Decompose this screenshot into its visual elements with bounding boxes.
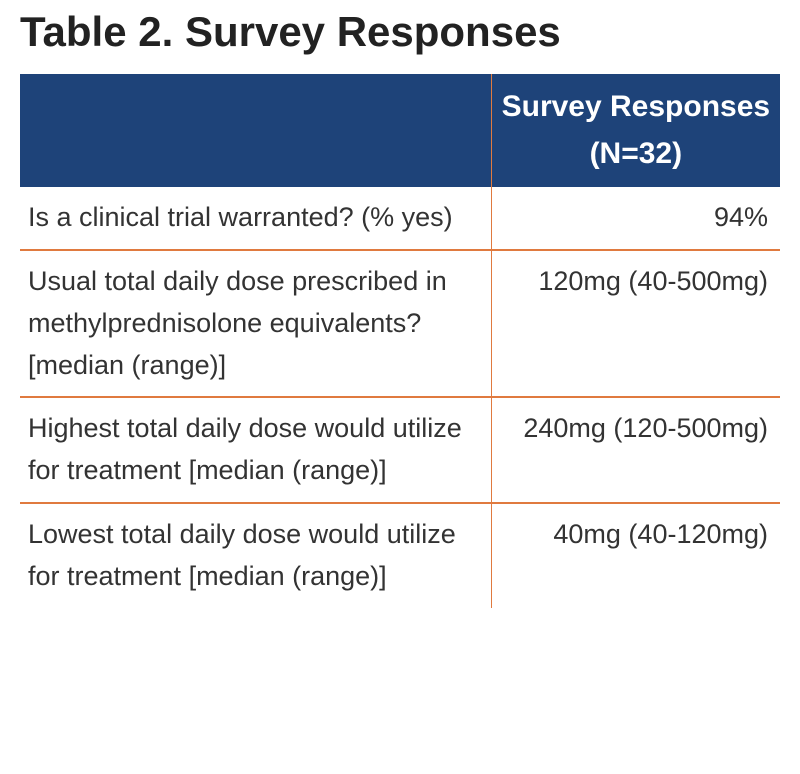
question-cell: Lowest total daily dose would utilize fo… [20, 503, 491, 608]
table-row: Usual total daily dose prescribed in met… [20, 250, 780, 398]
question-cell: Usual total daily dose prescribed in met… [20, 250, 491, 398]
table-row: Lowest total daily dose would utilize fo… [20, 503, 780, 608]
table-container: Table 2. Survey Responses Survey Respons… [0, 0, 800, 628]
table-title: Table 2. Survey Responses [20, 0, 780, 74]
header-empty [20, 74, 491, 187]
value-cell: 94% [491, 187, 780, 250]
question-cell: Highest total daily dose would utilize f… [20, 397, 491, 503]
survey-table: Survey Responses (N=32) Is a clinical tr… [20, 74, 780, 608]
table-row: Is a clinical trial warranted? (% yes) 9… [20, 187, 780, 250]
header-responses: Survey Responses (N=32) [491, 74, 780, 187]
value-cell: 40mg (40-120mg) [491, 503, 780, 608]
value-cell: 240mg (120-500mg) [491, 397, 780, 503]
value-cell: 120mg (40-500mg) [491, 250, 780, 398]
table-row: Highest total daily dose would utilize f… [20, 397, 780, 503]
question-cell: Is a clinical trial warranted? (% yes) [20, 187, 491, 250]
